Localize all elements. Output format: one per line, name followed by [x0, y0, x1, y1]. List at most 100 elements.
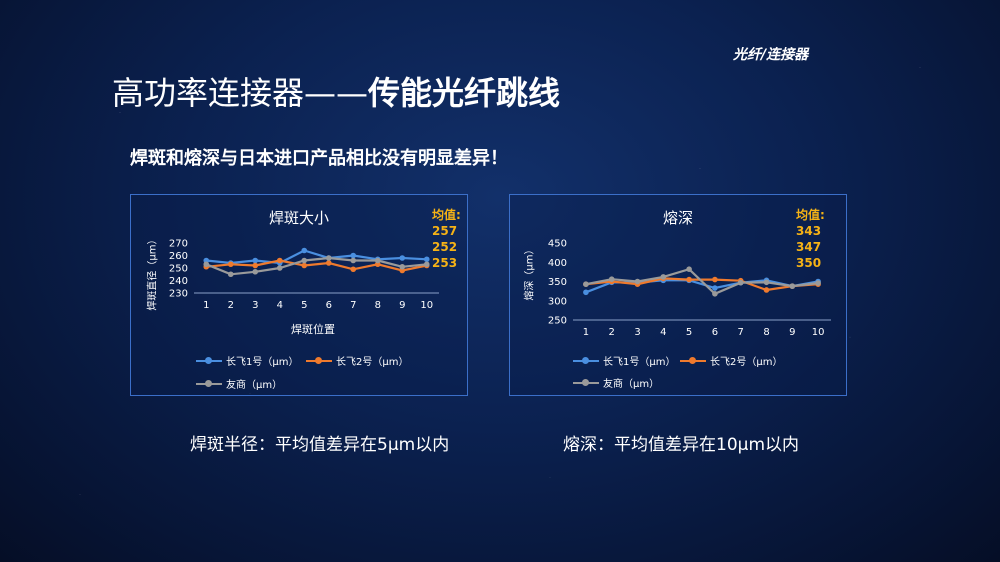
data-point: [276, 265, 283, 271]
x-tick-label: 1: [203, 300, 209, 311]
chart-title: 焊斑大小: [268, 209, 329, 227]
data-point: [608, 276, 615, 282]
x-tick-label: 5: [301, 300, 307, 311]
x-tick-label: 6: [326, 300, 332, 311]
data-point: [203, 261, 210, 268]
mean-label: 均值:: [796, 208, 825, 222]
data-point: [227, 271, 234, 278]
data-point: [789, 283, 796, 289]
chart-title: 熔深: [662, 209, 693, 227]
data-point: [737, 279, 744, 286]
data-point: [712, 291, 718, 297]
x-tick-label: 8: [763, 327, 769, 338]
legend-item: 长飞2号（μm）: [680, 353, 782, 368]
series-line-2: [585, 277, 819, 292]
y-tick-label: 240: [169, 276, 188, 287]
data-point: [423, 256, 430, 263]
data-point: [301, 257, 308, 264]
x-tick-label: 8: [375, 300, 381, 311]
legend-item: 长飞2号（μm）: [306, 353, 408, 368]
legend-swatch: [680, 356, 706, 366]
data-point: [350, 266, 357, 273]
legend-label: 长飞1号（μm）: [226, 357, 299, 368]
legend-item: 长飞1号（μm）: [196, 353, 298, 368]
legend-label: 长飞2号（μm）: [336, 357, 409, 368]
x-tick-label: 2: [609, 327, 615, 338]
y-tick-label: 230: [169, 289, 188, 300]
mean-block: 均值: 257 252 253: [432, 207, 461, 271]
x-tick-label: 3: [252, 300, 258, 311]
data-point: [686, 276, 692, 283]
brand-label: 光纤/连接器: [733, 47, 809, 63]
data-point: [815, 280, 821, 286]
legend-label: 长飞2号（μm）: [710, 357, 783, 368]
mean-value: 343: [796, 224, 822, 238]
legend-swatch: [306, 356, 332, 366]
chart-panel-weld-spot: 焊斑大小 均值: 257 252 253 焊斑直径（μm） 焊斑位置 230 24…: [130, 194, 468, 396]
series-line-3: [205, 256, 427, 276]
data-point: [423, 261, 430, 268]
chart-panel-penetration: 熔深 均值: 343 347 350 熔深（μm） 250 300 350 400 45…: [509, 194, 847, 396]
legend-swatch: [196, 356, 222, 366]
x-tick-label: 10: [420, 300, 433, 311]
data-point: [301, 247, 308, 254]
mean-value: 257: [432, 224, 458, 238]
data-point: [301, 262, 308, 269]
legend-label: 友商（μm）: [226, 380, 283, 391]
chart-plot: 250 300 350 400 450 1 2 3 4 5 6 7 8 9 10: [548, 239, 831, 338]
page-subtitle: 焊斑和熔深与日本进口产品相比没有明显差异！: [130, 148, 508, 169]
data-point: [399, 263, 406, 270]
x-tick-label: 7: [350, 300, 356, 311]
page-title: 高功率连接器——传能光纤跳线: [112, 68, 560, 114]
data-point: [325, 255, 332, 261]
x-axis-label: 焊斑位置: [291, 323, 335, 336]
page-title-part2: 传能光纤跳线: [368, 74, 561, 112]
legend-item: 友商（μm）: [573, 375, 659, 390]
mean-value: 347: [796, 240, 822, 254]
y-tick-label: 250: [548, 316, 567, 327]
legend-swatch: [573, 378, 599, 388]
data-point: [660, 274, 667, 280]
data-point: [712, 276, 718, 283]
data-point: [712, 285, 718, 291]
y-tick-label: 350: [548, 277, 567, 288]
series-line-2: [206, 259, 428, 272]
mean-value: 253: [432, 256, 458, 270]
data-point: [252, 268, 259, 275]
legend-label: 友商（μm）: [603, 379, 660, 390]
data-point: [227, 261, 234, 268]
data-point: [374, 257, 381, 264]
data-point: [583, 281, 589, 287]
data-point: [276, 257, 283, 264]
x-tick-label: 10: [812, 327, 825, 338]
x-tick-label: 4: [277, 300, 283, 311]
y-tick-label: 270: [169, 239, 188, 250]
data-point: [252, 262, 259, 269]
data-point: [350, 257, 357, 264]
mean-value: 252: [432, 240, 458, 254]
page-title-part1: 高功率连接器——: [112, 74, 369, 112]
x-tick-label: 9: [789, 327, 795, 338]
legend-label: 长飞1号（μm）: [603, 357, 676, 368]
x-tick-label: 6: [712, 327, 718, 338]
data-point: [634, 278, 641, 285]
y-tick-label: 400: [548, 258, 567, 269]
data-point: [583, 289, 589, 296]
data-point: [686, 266, 692, 272]
legend-swatch: [196, 379, 222, 389]
mean-block: 均值: 343 347 350: [796, 207, 825, 271]
caption-penetration: 熔深：平均值差异在10μm以内: [563, 435, 800, 455]
data-point: [325, 260, 332, 266]
y-tick-label: 300: [548, 296, 567, 307]
data-point: [763, 279, 770, 286]
legend-swatch: [573, 356, 599, 366]
x-tick-label: 9: [399, 300, 405, 311]
series-line-3: [585, 267, 819, 296]
legend-item: 长飞1号（μm）: [573, 353, 675, 368]
data-point: [763, 287, 770, 293]
series-line-1: [206, 249, 427, 265]
x-tick-label: 1: [583, 327, 589, 338]
x-tick-label: 7: [738, 327, 744, 338]
x-tick-label: 2: [228, 300, 234, 311]
